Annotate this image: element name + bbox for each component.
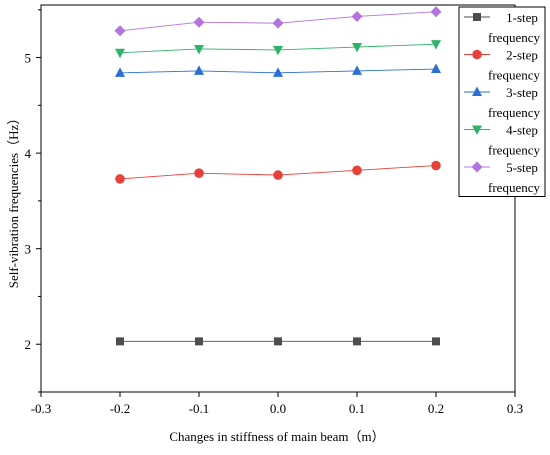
data-point (353, 337, 361, 346)
data-point (115, 67, 125, 77)
x-tick-label: -0.3 (31, 401, 52, 416)
data-point (115, 48, 125, 59)
legend-marker (472, 125, 482, 135)
data-point (272, 17, 284, 29)
legend: 1-step frequency 2-step frequency 3-step freq… (458, 6, 546, 197)
data-point (115, 174, 125, 184)
data-point (352, 65, 362, 75)
data-point (351, 10, 363, 22)
data-point (273, 67, 283, 77)
x-tick-label: 0.3 (507, 401, 523, 416)
data-point (273, 170, 283, 180)
data-point (274, 337, 282, 346)
data-point (431, 40, 441, 50)
x-axis: -0.3 -0.2 -0.1 0.0 0.1 0.2 0.3 (31, 392, 523, 416)
legend-label-cont: frequency (488, 105, 540, 120)
data-point (273, 45, 283, 56)
legend-marker (473, 13, 481, 21)
plot-border (40, 4, 516, 393)
data-point (352, 165, 362, 176)
x-tick-label: 0.2 (428, 401, 444, 416)
data-point (352, 43, 362, 53)
legend-label-cont: frequency (488, 68, 540, 83)
legend-label: 4-step (506, 123, 538, 138)
legend-label: 2-step (506, 48, 538, 63)
data-point (431, 160, 441, 171)
x-tick-label: -0.2 (110, 401, 131, 416)
x-tick-label: -0.1 (189, 401, 210, 416)
series-2 (115, 160, 441, 184)
legend-item: 3-step frequency (464, 85, 540, 120)
data-point (116, 337, 124, 346)
legend-item: 2-step frequency (464, 48, 540, 83)
legend-label: 1-step (506, 10, 538, 25)
y-tick-label: 5 (25, 51, 32, 66)
x-tick-label: 0.1 (349, 401, 365, 416)
y-tick-label: 3 (25, 242, 32, 257)
legend-box (458, 6, 546, 197)
series-layer (114, 6, 442, 346)
y-axis-label: Self-vibration frequencies（Hz） (6, 112, 21, 289)
x-tick-label: 0.0 (270, 401, 286, 416)
legend-label: 3-step (506, 85, 538, 100)
series-1 (116, 337, 440, 346)
legend-item: 5-step frequency (464, 160, 540, 195)
x-axis-label: Changes in stiffness of main beam（m） (169, 429, 384, 444)
legend-item: 4-step frequency (464, 123, 540, 158)
y-tick-label: 2 (25, 337, 32, 352)
y-axis: 2 3 4 5 (25, 9, 41, 393)
legend-marker (472, 49, 482, 60)
data-point (193, 16, 205, 28)
legend-item: 1-step frequency (464, 10, 540, 45)
data-point (195, 337, 203, 346)
legend-label-cont: frequency (488, 30, 540, 45)
data-point (194, 168, 204, 178)
series-3 (115, 63, 441, 77)
legend-label: 5-step (506, 160, 538, 175)
data-point (194, 65, 204, 75)
series-4 (115, 40, 441, 59)
legend-label-cont: frequency (488, 143, 540, 158)
data-point (194, 44, 204, 55)
legend-marker (471, 161, 483, 173)
data-point (432, 337, 440, 346)
legend-label-cont: frequency (488, 180, 540, 195)
data-point (431, 63, 441, 74)
series-5 (114, 6, 442, 37)
plot-frame (40, 4, 516, 393)
legend-marker (472, 86, 482, 96)
data-point (114, 25, 126, 37)
data-point (430, 6, 442, 18)
y-tick-label: 4 (25, 146, 32, 161)
